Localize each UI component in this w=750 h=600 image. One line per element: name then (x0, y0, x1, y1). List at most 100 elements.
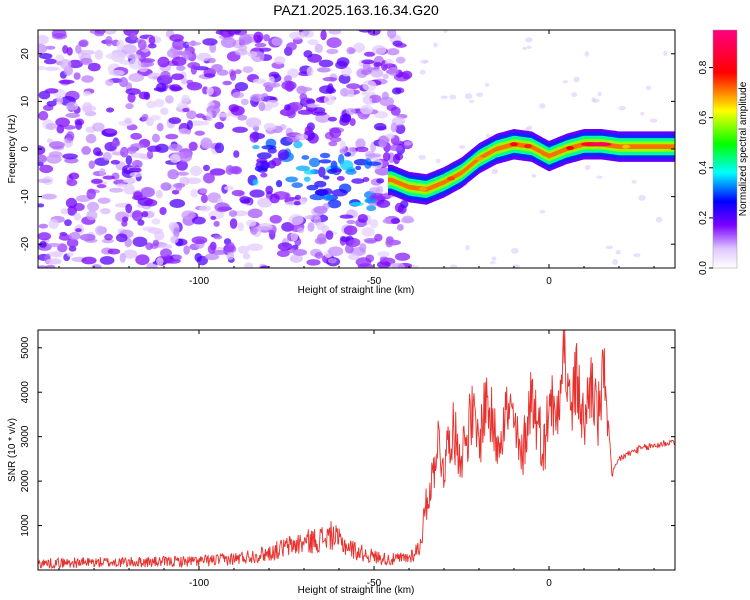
colorbar-ticks: 0.0 0.2 0.4 0.6 0.8 (698, 60, 713, 275)
heatmap-cell (325, 230, 334, 240)
heatmap-cell (340, 160, 354, 171)
heatmap-cell (612, 259, 618, 265)
heatmap-cell (152, 239, 160, 247)
snr-y-tick-label: 2000 (20, 470, 31, 493)
heatmap-cell (349, 118, 356, 126)
heatmap-cell (133, 191, 143, 201)
heatmap-cell (237, 222, 244, 232)
spectrogram-x-ticks: -100 -50 0 (58, 30, 655, 287)
heatmap-cell (366, 205, 377, 212)
heatmap-cell (318, 159, 332, 164)
heatmap-cell (259, 265, 270, 268)
heatmap-cell (129, 171, 143, 178)
heatmap-cell (301, 155, 310, 160)
heatmap-cell (220, 37, 237, 48)
heatmap-cell (167, 169, 179, 180)
snr-y-axis-label: SNR (10 * v/v) (7, 418, 18, 482)
heatmap-cell (169, 198, 186, 208)
heatmap-cell (246, 219, 257, 227)
heatmap-cell (108, 69, 125, 77)
heatmap-cell (237, 114, 248, 121)
heatmap-cell (525, 37, 533, 43)
heatmap-cell (254, 42, 267, 48)
heatmap-cell (247, 243, 264, 251)
heatmap-cell (240, 199, 251, 204)
heatmap-cell (646, 85, 652, 91)
heatmap-cell (186, 177, 202, 185)
heatmap-cell (289, 254, 303, 263)
heatmap-cell (649, 118, 658, 123)
heatmap-cell (201, 139, 213, 150)
heatmap-cell (284, 192, 291, 203)
heatmap-cell (186, 110, 197, 120)
heatmap-cell (160, 248, 172, 259)
heatmap-cell (207, 244, 216, 255)
heatmap-cell (213, 234, 223, 240)
heatmap-cell (185, 41, 202, 46)
heatmap-cell (138, 91, 150, 100)
heatmap-cell (75, 228, 82, 233)
heatmap-cell (345, 168, 357, 175)
heatmap-cell (51, 250, 63, 258)
heatmap-cell (269, 193, 280, 204)
heatmap-cell (226, 251, 235, 261)
heatmap-cell (249, 189, 265, 198)
heatmap-cell (323, 94, 335, 106)
heatmap-cell (118, 76, 128, 88)
heatmap-cell (38, 110, 49, 121)
heatmap-cell (265, 185, 274, 195)
heatmap-cell (369, 187, 381, 194)
heatmap-cell (170, 235, 179, 244)
heatmap-cell (232, 91, 245, 99)
heatmap-cell (345, 107, 356, 115)
heatmap-cell (306, 184, 319, 191)
heatmap-cell (209, 168, 226, 176)
heatmap-cell (475, 92, 484, 98)
heatmap-cell (140, 58, 156, 63)
heatmap-cell (65, 197, 78, 209)
heatmap-cell (376, 178, 385, 184)
heatmap-cell (76, 195, 91, 203)
heatmap-cell (339, 148, 348, 155)
heatmap-cell (116, 39, 125, 51)
ridge-peak (524, 144, 532, 149)
heatmap-cell (311, 111, 327, 116)
heatmap-cell (65, 102, 79, 111)
heatmap-cell (229, 218, 238, 229)
snr-y-tick-label: 3000 (20, 425, 31, 448)
spectrogram-x-tick-label: -100 (189, 276, 209, 287)
heatmap-cell (419, 69, 426, 75)
heatmap-cell (655, 216, 663, 223)
heatmap-cell (484, 82, 490, 87)
heatmap-cell (58, 234, 72, 241)
heatmap-cell (584, 164, 591, 171)
heatmap-cell (135, 254, 150, 266)
heatmap-cell (38, 34, 49, 45)
heatmap-cell (329, 127, 342, 138)
heatmap-cell (213, 220, 220, 227)
spectrogram-y-tick-label: 0 (20, 146, 31, 152)
heatmap-cell (344, 244, 354, 254)
snr-axes-frame (37, 329, 676, 571)
heatmap-cell (418, 154, 426, 160)
heatmap-cell (181, 210, 196, 220)
heatmap-cell (102, 30, 117, 35)
heatmap-cell (366, 161, 382, 166)
heatmap-cell (316, 67, 331, 73)
heatmap-cell (109, 187, 124, 193)
heatmap-cell (271, 37, 283, 46)
heatmap-cell (229, 70, 237, 81)
heatmap-cell (46, 138, 54, 144)
heatmap-cell (126, 53, 142, 60)
heatmap-cell (224, 186, 234, 191)
heatmap-cell (81, 146, 91, 155)
ridge-band (388, 135, 675, 198)
heatmap-cell (47, 243, 62, 248)
heatmap-cell (204, 253, 220, 261)
heatmap-cell (313, 205, 328, 215)
heatmap-cell (43, 58, 57, 65)
figure-title: PAZ1.2025.163.16.34.G20 (273, 2, 439, 18)
heatmap-cell (86, 210, 98, 221)
ridge-peak (566, 146, 574, 151)
